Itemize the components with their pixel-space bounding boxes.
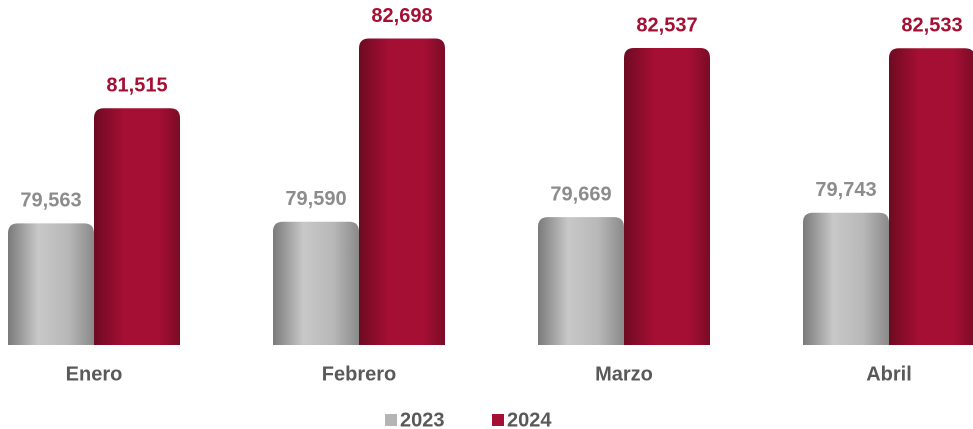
bar: [538, 217, 624, 345]
legend-label: 2024: [507, 409, 552, 429]
value-label: 82,533: [901, 15, 962, 37]
bar: [624, 47, 710, 345]
value-label: 82,698: [371, 5, 432, 27]
bar: [8, 223, 94, 345]
value-label: 79,743: [815, 179, 876, 201]
x-tick-label: Febrero: [322, 363, 396, 385]
x-tick-label: Marzo: [595, 363, 653, 385]
legend-swatch: [492, 414, 504, 426]
x-tick-label: Abril: [866, 363, 912, 385]
x-tick-label: Enero: [66, 363, 123, 385]
value-label: 79,590: [285, 188, 346, 210]
legend-swatch: [385, 414, 397, 426]
bar: [889, 48, 973, 345]
bar: [803, 212, 889, 345]
bar: [273, 221, 359, 345]
value-label: 79,669: [550, 183, 611, 205]
value-label: 82,537: [636, 14, 697, 36]
value-label: 81,515: [106, 75, 167, 97]
value-label: 79,563: [20, 190, 81, 212]
bar: [94, 108, 180, 345]
bar: [359, 38, 445, 345]
legend-label: 2023: [400, 409, 445, 429]
